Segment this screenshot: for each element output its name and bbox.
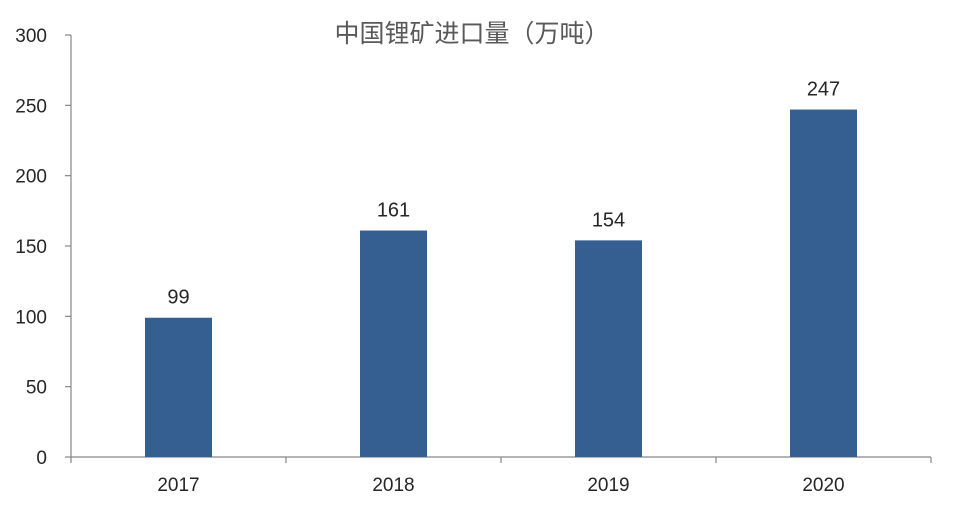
data-label: 154: [592, 209, 625, 231]
bar: [790, 109, 857, 457]
y-tick-label: 100: [15, 307, 47, 328]
x-tick-label: 2020: [802, 475, 844, 496]
y-tick-label: 200: [15, 167, 47, 188]
y-tick-label: 50: [26, 378, 47, 399]
x-tick-label: 2019: [587, 475, 629, 496]
y-tick-label: 250: [15, 96, 47, 117]
x-axis: 2017 2018 2019 2020: [70, 456, 932, 496]
x-tick-label: 2018: [372, 475, 414, 496]
data-labels-group: 99 161 154 247: [167, 79, 840, 309]
chart-title: 中国锂矿进口量（万吨）: [334, 19, 609, 48]
y-tick-label: 150: [15, 237, 47, 258]
y-tick-label: 300: [15, 26, 47, 47]
x-tick-label: 2017: [157, 475, 199, 496]
y-tick-label: 0: [36, 448, 47, 469]
data-label: 247: [807, 79, 840, 101]
data-label: 99: [167, 287, 189, 309]
bar: [145, 317, 212, 457]
y-axis: 0 50 100 150 200 250 300: [15, 26, 72, 469]
bars-group: [145, 109, 857, 457]
bar: [575, 240, 642, 457]
data-label: 161: [377, 200, 410, 222]
bar: [360, 230, 427, 457]
